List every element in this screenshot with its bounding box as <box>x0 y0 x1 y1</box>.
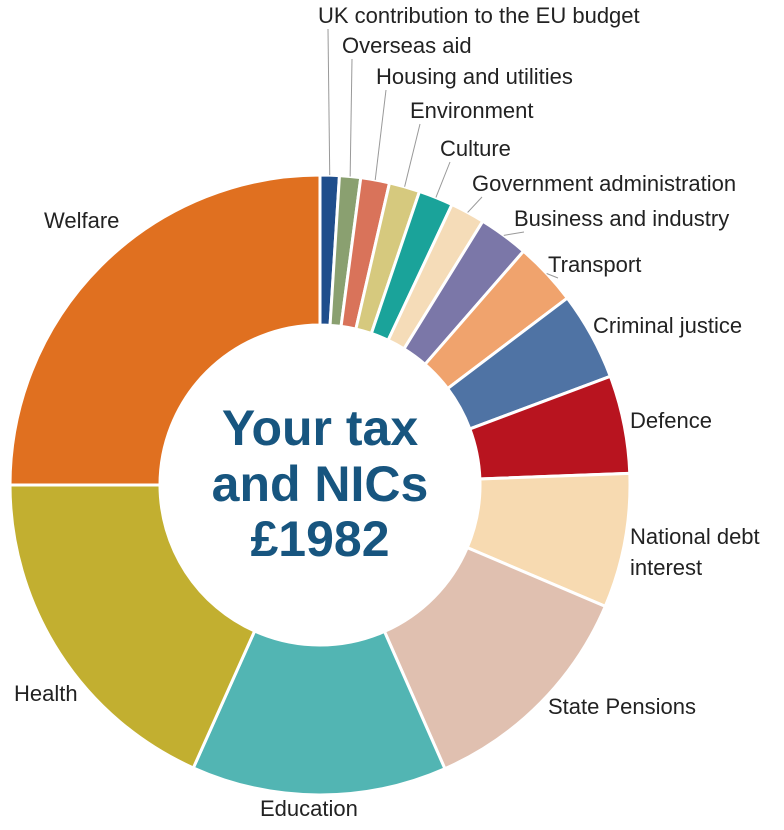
slice-label: State Pensions <box>548 694 696 719</box>
slice-label: Criminal justice <box>593 313 742 338</box>
slice-label: UK contribution to the EU budget <box>318 3 640 28</box>
leader-line <box>435 161 451 198</box>
slice-label: National debt interest <box>630 524 766 580</box>
slice-label: Business and industry <box>514 206 729 231</box>
leader-line <box>467 196 483 213</box>
center-text: Your tax <box>222 400 419 456</box>
slice-label: Environment <box>410 98 534 123</box>
slice <box>8 173 322 487</box>
slice <box>8 483 257 770</box>
slice-label: Education <box>260 796 358 821</box>
slice-label: Overseas aid <box>342 33 472 58</box>
leader-line <box>374 89 387 181</box>
slice-label: Health <box>14 681 78 706</box>
center-text: and NICs <box>212 456 429 512</box>
slice-label: Housing and utilities <box>376 64 573 89</box>
leader-line <box>349 58 353 177</box>
slice <box>191 629 447 797</box>
slice-label: Transport <box>548 252 641 277</box>
slice-label: Welfare <box>44 208 119 233</box>
slice-label: Government administration <box>472 171 736 196</box>
center-text: £1982 <box>250 511 389 567</box>
slice-label: Culture <box>440 136 511 161</box>
slice-label: Defence <box>630 408 712 433</box>
leader-line <box>546 273 559 279</box>
leader-line <box>503 231 525 236</box>
leader-line <box>404 123 421 187</box>
leader-line <box>327 28 331 176</box>
